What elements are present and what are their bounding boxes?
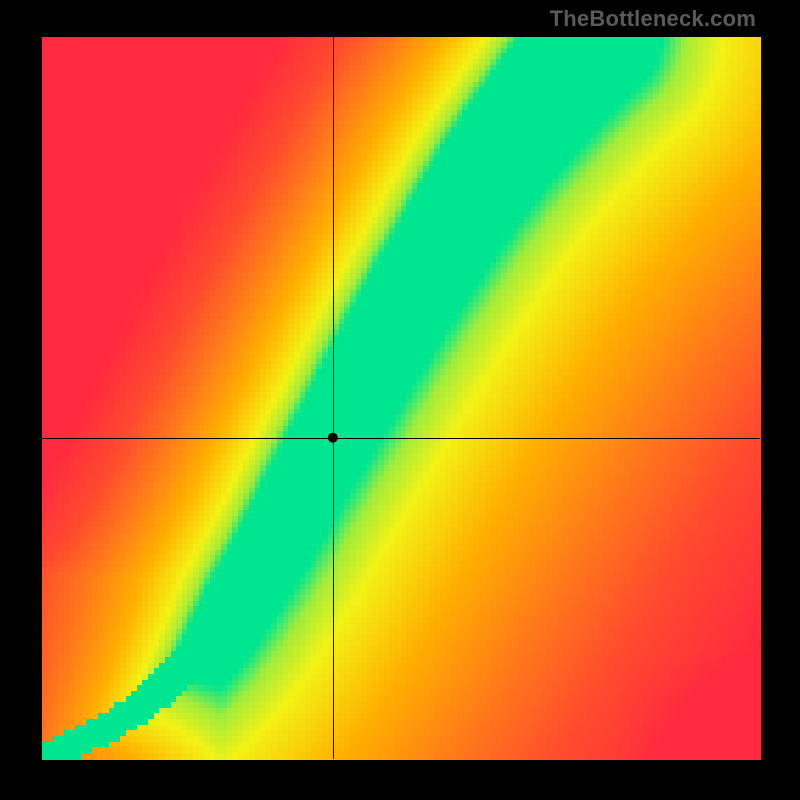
watermark-text: TheBottleneck.com: [550, 6, 756, 32]
heatmap-canvas: [0, 0, 800, 800]
chart-container: { "image": { "width": 800, "height": 800…: [0, 0, 800, 800]
